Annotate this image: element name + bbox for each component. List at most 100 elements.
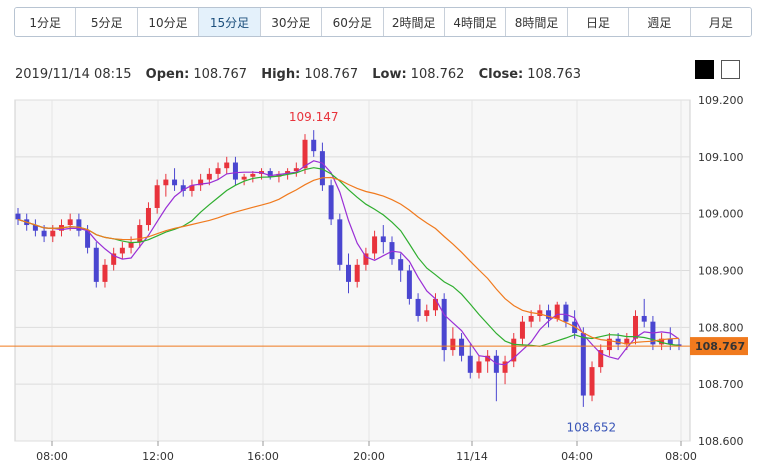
candle-body — [328, 185, 334, 220]
x-tick-label: 08:00 — [665, 450, 697, 463]
candle-body — [145, 207, 151, 226]
candle-body — [354, 264, 360, 282]
candle-body — [641, 315, 647, 322]
candle-body — [476, 361, 482, 373]
y-tick-label: 108.900 — [698, 265, 744, 278]
y-tick-label: 109.000 — [698, 208, 744, 221]
candle-body — [415, 298, 421, 316]
tab-5[interactable]: 60分足 — [322, 8, 384, 36]
open-label: Open: — [145, 67, 190, 82]
candle-body — [285, 171, 291, 174]
x-tick-label: 16:00 — [247, 450, 279, 463]
candle-body — [189, 185, 195, 191]
candle-body — [554, 304, 560, 319]
close-label: Close: — [478, 67, 524, 82]
candle-body — [267, 171, 273, 177]
ma-fast-line — [17, 160, 680, 366]
candle-body — [372, 236, 378, 254]
candle-body — [311, 139, 317, 152]
high-value: 108.767 — [304, 67, 359, 82]
candle-body — [102, 264, 108, 282]
x-tick-label: 20:00 — [353, 450, 385, 463]
candle-body — [598, 350, 604, 368]
candle-body — [380, 236, 386, 243]
candle-body — [624, 338, 630, 345]
current-price-badge — [690, 337, 748, 356]
candle-body — [432, 298, 438, 311]
y-tick-label: 108.600 — [698, 435, 744, 448]
candle-body — [450, 338, 456, 351]
candle-body — [93, 247, 99, 282]
x-tick-label: 11/14 — [456, 450, 488, 463]
candle-body — [615, 338, 621, 345]
candle-body — [67, 219, 73, 226]
candle-body — [467, 355, 473, 373]
candle-body — [119, 247, 125, 254]
tab-0[interactable]: 1分足 — [15, 8, 77, 36]
candle-body — [232, 162, 238, 180]
y-tick-label: 108.800 — [698, 321, 744, 334]
candle-body — [606, 338, 612, 351]
candle-body — [424, 310, 430, 316]
candle-body — [589, 367, 595, 396]
tab-10[interactable]: 週足 — [629, 8, 691, 36]
candle-body — [319, 151, 325, 186]
candle-body — [346, 264, 351, 282]
candle-body — [172, 179, 178, 186]
tab-4[interactable]: 30分足 — [260, 8, 323, 36]
candle-body — [128, 242, 134, 248]
candle-body — [206, 173, 212, 180]
candle-body — [85, 230, 91, 248]
candle-body — [180, 185, 186, 191]
candle-body — [441, 298, 447, 351]
ma-slow-line — [17, 176, 680, 345]
candle-body — [580, 333, 586, 396]
ma-mid-line — [17, 167, 680, 347]
x-tick-label: 04:00 — [561, 450, 593, 463]
candle-body — [250, 173, 256, 177]
dark-theme-button[interactable] — [695, 60, 714, 79]
candle-body — [406, 270, 412, 299]
candlestick-chart[interactable]: 109.200 109.100 109.000 108.900 108.800 108.7… — [0, 90, 765, 466]
candle-body — [519, 321, 525, 339]
high-annotation: 109.147 — [289, 110, 339, 124]
candle-body — [546, 310, 552, 319]
y-tick-label: 108.700 — [698, 378, 744, 391]
candle-body — [224, 162, 230, 169]
candle-body — [563, 304, 569, 322]
candle-body — [398, 259, 404, 271]
candle-body — [528, 315, 534, 322]
tab-8[interactable]: 8時間足 — [506, 8, 568, 36]
tab-9[interactable]: 日足 — [567, 8, 630, 36]
tab-7[interactable]: 4時間足 — [444, 8, 507, 36]
current-price-label: 108.767 — [695, 340, 745, 353]
candle-body — [337, 219, 343, 265]
open-value: 108.767 — [193, 67, 248, 82]
tab-3[interactable]: 15分足 — [199, 8, 261, 36]
candle-body — [76, 219, 82, 231]
candle-body — [163, 179, 169, 186]
candle-body — [111, 253, 117, 265]
light-theme-button[interactable] — [721, 60, 740, 79]
candle-body — [50, 230, 56, 237]
candle-body — [633, 315, 639, 339]
candle-body — [241, 176, 247, 180]
ohlc-readout: 2019/11/14 08:15 Open: 108.767 High: 108.7… — [15, 67, 581, 82]
candle-body — [198, 179, 204, 186]
tab-2[interactable]: 10分足 — [137, 8, 200, 36]
close-value: 108.763 — [527, 67, 582, 82]
candle-body — [511, 338, 517, 362]
low-annotation: 108.652 — [567, 420, 617, 434]
x-tick-label: 08:00 — [36, 450, 68, 463]
low-label: Low: — [372, 67, 407, 82]
candle-body — [537, 310, 543, 316]
tab-6[interactable]: 2時間足 — [383, 8, 445, 36]
candle-body — [363, 253, 369, 265]
candle-body — [276, 173, 282, 177]
ohlc-datetime: 2019/11/14 08:15 — [15, 67, 132, 82]
high-label: High: — [261, 67, 301, 82]
candle-body — [667, 338, 673, 345]
tab-1[interactable]: 5分足 — [76, 8, 138, 36]
timeframe-tabs: 1分足 5分足 10分足 15分足 30分足 60分足 2時間足 4時間足 8時間足 日足 週足 月足 — [14, 7, 752, 37]
tab-11[interactable]: 月足 — [690, 8, 751, 36]
